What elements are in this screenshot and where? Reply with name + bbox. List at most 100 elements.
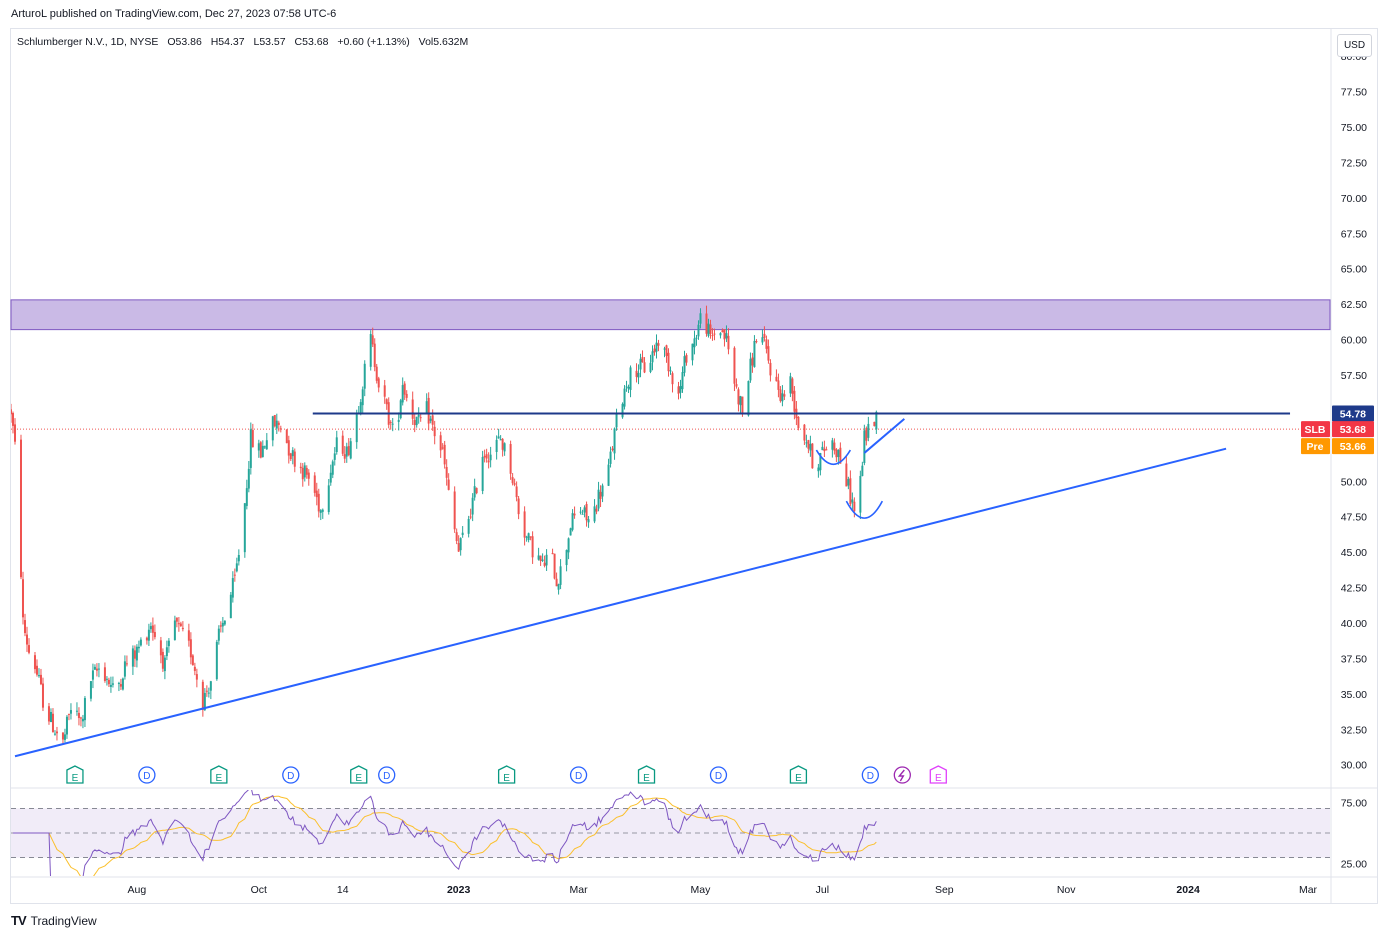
candle-body <box>851 499 854 503</box>
dividend-event-letter: D <box>575 771 582 782</box>
candle-body <box>363 363 366 389</box>
candle-body <box>453 491 456 530</box>
candle-body <box>517 498 520 515</box>
candle-body <box>681 372 684 390</box>
legend-change: +0.60 (+1.13%) <box>337 36 410 48</box>
candle-body <box>649 362 652 372</box>
candle-body <box>203 692 206 711</box>
candle-body <box>25 634 28 645</box>
candle-body <box>219 625 222 627</box>
price-label-tag: Pre <box>1307 441 1324 453</box>
candles-layer <box>11 305 878 745</box>
candle-body <box>419 417 422 419</box>
candle-body <box>405 393 408 398</box>
candle-body <box>247 468 250 489</box>
candle-body <box>473 486 476 498</box>
tradingview-logo[interactable]: TV TradingView <box>11 913 97 928</box>
candle-body <box>229 594 232 619</box>
earnings-event-icon <box>789 765 808 784</box>
candle-body <box>529 536 532 538</box>
candle-body <box>543 562 546 566</box>
candle-body <box>539 555 542 561</box>
price-tick-label: 62.50 <box>1341 299 1367 311</box>
candle-body <box>275 420 278 429</box>
candle-body <box>123 661 126 677</box>
candle-body <box>721 330 724 333</box>
candle-body <box>75 710 78 712</box>
candle-body <box>149 626 152 630</box>
candle-body <box>79 717 82 719</box>
candle-body <box>693 338 696 348</box>
legend-low: L53.57 <box>253 36 286 48</box>
currency-button[interactable]: USD <box>1337 34 1372 57</box>
candle-body <box>145 637 148 641</box>
candle-body <box>65 716 68 735</box>
candle-body <box>719 333 722 336</box>
candle-body <box>781 393 784 402</box>
price-label-box <box>1332 421 1374 438</box>
candle-body <box>27 645 30 653</box>
candle-body <box>847 479 850 486</box>
candle-body <box>341 435 344 454</box>
candle-body <box>93 666 96 670</box>
candle-body <box>89 681 92 699</box>
candle-body <box>237 555 240 562</box>
candle-body <box>509 444 512 474</box>
earnings-event-icon <box>637 765 656 784</box>
time-tick-label: Sep <box>935 884 954 896</box>
candle-body <box>251 430 254 448</box>
candle-body <box>151 625 154 633</box>
dividend-event-letter: D <box>287 771 294 782</box>
candle-body <box>797 416 800 429</box>
candles-group <box>11 305 878 745</box>
candle-body <box>317 493 320 512</box>
candle-body <box>523 511 526 538</box>
price-tick-label: 57.50 <box>1341 370 1367 382</box>
candle-body <box>153 631 156 638</box>
candle-body <box>231 578 234 598</box>
price-tick-label: 70.00 <box>1341 193 1367 205</box>
candle-body <box>817 467 820 472</box>
price-label-value: 53.68 <box>1340 424 1366 436</box>
candle-body <box>513 483 516 485</box>
price-label-tag-box <box>1301 438 1330 455</box>
candle-body <box>601 485 604 497</box>
candle-body <box>837 449 840 457</box>
candle-body <box>751 357 754 366</box>
candle-body <box>13 424 16 442</box>
candle-body <box>599 491 602 499</box>
candle-body <box>705 313 708 334</box>
candle-body <box>531 536 534 558</box>
candle-body <box>315 490 318 498</box>
candle-body <box>749 358 752 381</box>
candle-body <box>579 511 582 513</box>
candle-body <box>665 345 668 356</box>
candle-body <box>839 447 842 464</box>
candle-body <box>709 324 712 334</box>
candle-body <box>779 389 782 401</box>
candle-body <box>117 682 120 684</box>
candle-body <box>831 440 834 450</box>
short-rising-line <box>863 418 905 454</box>
candle-body <box>557 584 560 590</box>
rising-support <box>14 447 1227 758</box>
candle-body <box>691 343 694 361</box>
candle-body <box>611 448 614 451</box>
price-tick-label: 75.00 <box>1341 122 1367 134</box>
candle-body <box>697 324 700 337</box>
candle-body <box>755 341 758 343</box>
dividend-event-icon <box>378 766 396 784</box>
candle-body <box>753 340 756 368</box>
candle-body <box>265 440 268 450</box>
candle-body <box>587 519 590 523</box>
candle-body <box>515 486 518 498</box>
lightning-icon <box>897 769 905 782</box>
candle-body <box>187 630 190 641</box>
candle-body <box>593 506 596 522</box>
candle-body <box>111 683 114 685</box>
candle-body <box>257 443 260 451</box>
candle-body <box>501 438 504 450</box>
price-label-value: 54.78 <box>1340 409 1366 421</box>
earnings-event-icon <box>929 765 947 784</box>
